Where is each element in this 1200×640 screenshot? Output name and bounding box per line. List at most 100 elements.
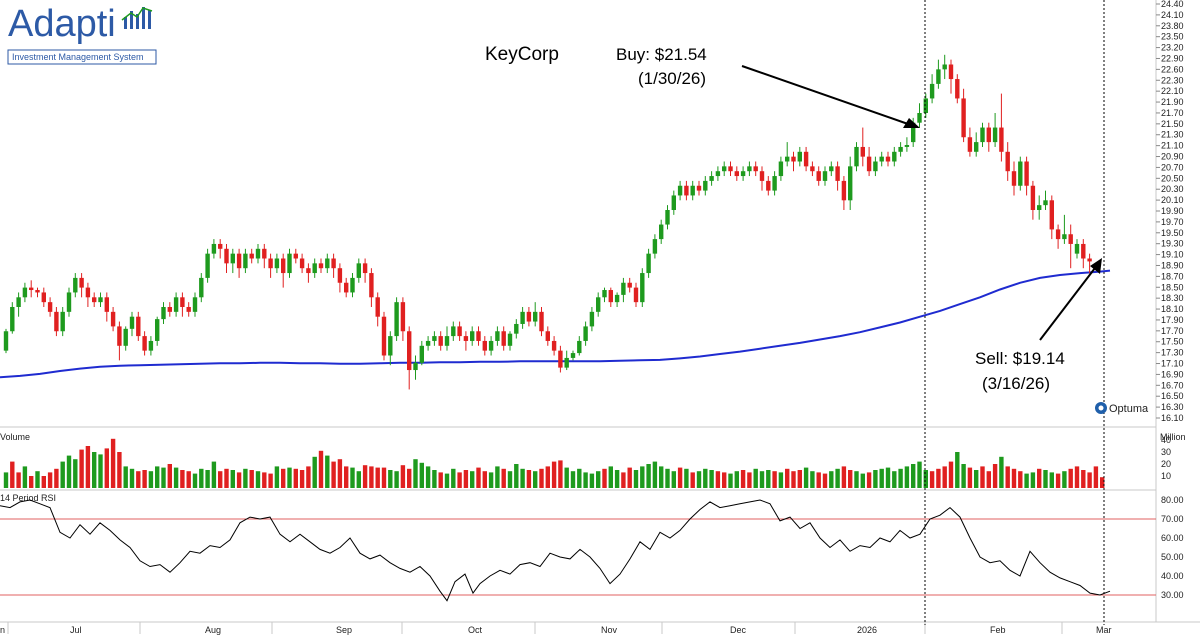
volume-bar bbox=[281, 468, 286, 488]
candle-body bbox=[898, 146, 903, 152]
buy-annotation-line2: (1/30/26) bbox=[638, 69, 706, 88]
candle-body bbox=[539, 311, 544, 332]
volume-bar bbox=[22, 466, 28, 488]
volume-bar bbox=[526, 470, 532, 488]
volume-bar bbox=[514, 464, 519, 488]
volume-bar bbox=[470, 471, 475, 488]
volume-bar bbox=[822, 473, 828, 488]
volume-bar bbox=[961, 464, 966, 488]
volume-bar bbox=[911, 464, 916, 488]
adaptiv-logo: Adapti Investment Management System bbox=[7, 3, 157, 65]
candle-body bbox=[1062, 234, 1067, 240]
candle-body bbox=[659, 224, 664, 240]
candle-body bbox=[161, 307, 166, 320]
candle bbox=[236, 248, 242, 278]
candle bbox=[1037, 195, 1042, 220]
month-label: 2026 bbox=[857, 625, 877, 635]
candle-body bbox=[715, 171, 721, 177]
volume-tick-label: 10 bbox=[1161, 471, 1171, 481]
candle bbox=[545, 326, 550, 346]
candle-body bbox=[520, 311, 525, 324]
volume-bar bbox=[444, 473, 450, 488]
volume-bar bbox=[1049, 472, 1054, 488]
candle bbox=[835, 161, 840, 191]
volume-bar bbox=[1062, 471, 1067, 488]
volume-bar bbox=[85, 446, 91, 488]
ma-line bbox=[0, 269, 1111, 379]
candle bbox=[558, 345, 563, 373]
volume-bar bbox=[262, 472, 267, 488]
candle bbox=[671, 190, 676, 215]
month-label: Jul bbox=[70, 625, 82, 635]
volume-bar bbox=[659, 466, 664, 488]
volume-bar bbox=[1074, 466, 1080, 488]
candle bbox=[602, 287, 607, 303]
price-tick-label: 22.30 bbox=[1161, 75, 1184, 85]
candle-body bbox=[482, 340, 487, 351]
candle-body bbox=[1005, 151, 1010, 172]
candle-body bbox=[249, 253, 254, 259]
candle bbox=[419, 340, 424, 366]
candle-body bbox=[255, 248, 261, 259]
price-tick-label: 18.90 bbox=[1161, 260, 1184, 270]
candle bbox=[180, 292, 185, 317]
x-axis: Jul Aug Sep Oct Nov Dec 2026 Feb Mar n bbox=[0, 622, 1112, 635]
rsi-line bbox=[0, 499, 1111, 602]
volume-bar bbox=[1024, 473, 1029, 488]
candle bbox=[98, 292, 103, 307]
candle-body bbox=[293, 253, 298, 259]
candle bbox=[16, 292, 21, 317]
candle bbox=[929, 74, 935, 104]
candle bbox=[570, 350, 576, 361]
volume-bar bbox=[148, 471, 154, 488]
candle bbox=[904, 137, 910, 152]
volume-bar bbox=[1005, 466, 1010, 488]
candle-body bbox=[236, 253, 242, 269]
month-label: Sep bbox=[336, 625, 352, 635]
candle-body bbox=[451, 326, 456, 337]
volume-bar bbox=[759, 471, 765, 488]
candle-body bbox=[791, 156, 796, 162]
candle bbox=[463, 331, 469, 351]
rsi-polyline bbox=[0, 499, 1111, 602]
volume-bar bbox=[299, 470, 305, 488]
candle bbox=[520, 307, 525, 329]
month-label: Nov bbox=[601, 625, 618, 635]
candle-body bbox=[596, 297, 601, 312]
volume-bar bbox=[696, 471, 702, 488]
volume-bar bbox=[885, 467, 891, 488]
candle bbox=[766, 176, 771, 196]
candle-body bbox=[60, 311, 65, 332]
volume-bar bbox=[621, 472, 626, 488]
candle-body bbox=[1018, 161, 1023, 186]
candle bbox=[155, 316, 160, 346]
candle bbox=[148, 336, 154, 356]
candle-body bbox=[362, 263, 368, 274]
price-tick-label: 19.10 bbox=[1161, 250, 1184, 260]
volume-bar bbox=[753, 468, 758, 488]
candle-body bbox=[967, 137, 973, 152]
candle-body bbox=[696, 185, 702, 191]
volume-bar bbox=[583, 472, 588, 488]
candle bbox=[677, 180, 683, 201]
candle bbox=[173, 292, 179, 317]
candle bbox=[3, 328, 9, 354]
candle-body bbox=[425, 340, 431, 346]
volume-bar bbox=[142, 470, 147, 488]
volume-bar bbox=[734, 471, 739, 488]
candle-body bbox=[961, 98, 966, 138]
volume-bar bbox=[879, 468, 884, 488]
volume-bar bbox=[570, 471, 576, 488]
candle bbox=[218, 239, 223, 259]
volume-bar bbox=[778, 472, 784, 488]
candle-body bbox=[860, 146, 865, 157]
candle bbox=[1081, 239, 1086, 269]
candle bbox=[551, 336, 557, 356]
candle-body bbox=[948, 64, 954, 80]
candle bbox=[980, 122, 985, 147]
volume-bar bbox=[646, 464, 651, 488]
candle-body bbox=[803, 151, 809, 167]
candle-body bbox=[29, 287, 34, 291]
volume-bar bbox=[344, 466, 349, 488]
volume-bar bbox=[848, 470, 853, 488]
